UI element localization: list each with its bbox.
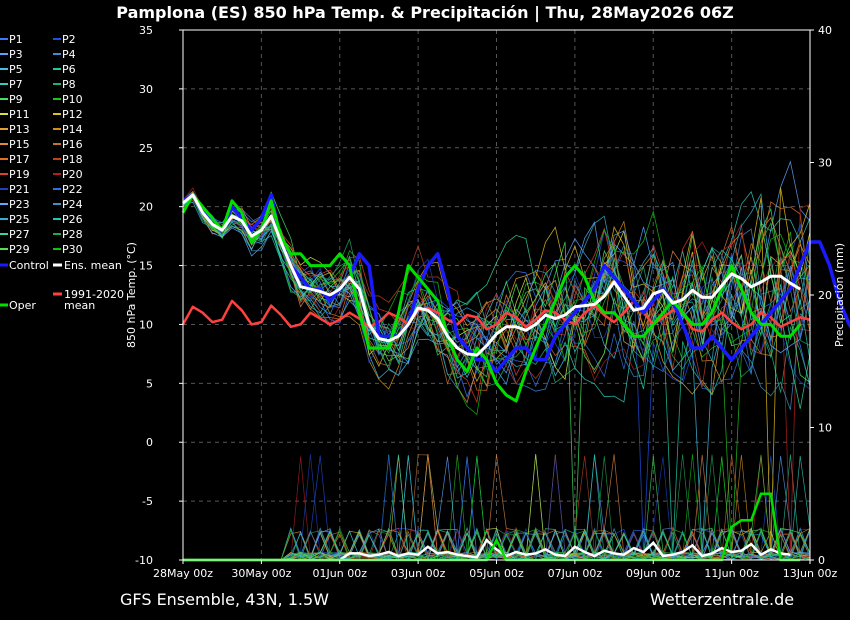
chart-canvas: -10 -5 0 5 10 15 20 25 30 35 0 10 20 30 40 28May 00z 30M…	[0, 24, 850, 585]
y-tick-label-right: 0	[818, 554, 825, 567]
member-line-p17	[182, 195, 811, 391]
legend-label-p12: P12	[62, 108, 83, 121]
y-axis-title-right: Precipitación (mm)	[833, 243, 846, 347]
x-tick-label: 05Jun 00z	[469, 567, 524, 580]
y-tick-label-left: 0	[146, 436, 153, 449]
legend-label-p19: P19	[9, 168, 30, 181]
member-line-p30	[182, 194, 811, 416]
x-tick-label: 13Jun 00z	[783, 567, 838, 580]
legend-label-ens-mean: Ens. mean	[64, 259, 122, 272]
y-tick-label-left: -10	[135, 554, 153, 567]
y-tick-label-left: 30	[139, 83, 153, 96]
legend: P1 P2 P3 P4 P5 P6 P7 P8 P9 P10 P11 P12 P13 P14 P15 P16 P…	[0, 33, 124, 312]
member-line-p11	[182, 191, 811, 381]
legend-label-p8: P8	[62, 78, 76, 91]
y-tick-label-right: 10	[818, 422, 832, 435]
legend-label-p18: P18	[62, 153, 83, 166]
member-line-p27	[182, 194, 811, 409]
oper-line	[181, 193, 802, 403]
legend-label-p13: P13	[9, 123, 30, 136]
x-axis-title: Date (UTC)	[466, 583, 526, 585]
climate-mean-line	[181, 299, 811, 333]
y-tick-label-left: 35	[139, 24, 153, 37]
y-tick-label-left: 20	[139, 201, 153, 214]
x-tick-label: 30May 00z	[231, 567, 291, 580]
legend-label-p21: P21	[9, 183, 30, 196]
model-info: GFS Ensemble, 43N, 1.5W	[120, 590, 329, 609]
legend-label-clim: 1991-2020 mean	[64, 288, 124, 312]
legend-label-p2: P2	[62, 33, 76, 46]
y-tick-label-right: 40	[818, 24, 832, 37]
x-tick-label: 03Jun 00z	[391, 567, 446, 580]
legend-label-p17: P17	[9, 153, 30, 166]
legend-label-p6: P6	[62, 63, 76, 76]
legend-label-p26: P26	[62, 213, 83, 226]
member-precip-p30	[183, 454, 810, 561]
legend-label-p4: P4	[62, 48, 76, 61]
legend-label-p23: P23	[9, 198, 30, 211]
legend-label-p7: P7	[9, 78, 23, 91]
axes: -10 -5 0 5 10 15 20 25 30 35 0 10 20 30 40 28May 00z 30M…	[125, 24, 846, 585]
x-tick-label: 01Jun 00z	[313, 567, 368, 580]
y-tick-label-right: 30	[818, 157, 832, 170]
legend-label-p5: P5	[9, 63, 23, 76]
legend-label-p25: P25	[9, 213, 30, 226]
legend-label-p22: P22	[62, 183, 83, 196]
source-credit: Wetterzentrale.de	[650, 590, 795, 609]
y-tick-label-left: -5	[142, 495, 153, 508]
y-axis-title-left: 850 hPa Temp. (°C)	[125, 242, 138, 348]
y-tick-label-left: 10	[139, 318, 153, 331]
legend-label-p27: P27	[9, 228, 30, 241]
legend-label-p3: P3	[9, 48, 23, 61]
legend-label-p10: P10	[62, 93, 83, 106]
legend-label-p9: P9	[9, 93, 23, 106]
member-precip-p15	[183, 453, 811, 561]
x-tick-label: 28May 00z	[153, 567, 213, 580]
member-line-p26	[182, 195, 811, 361]
legend-label-control: Control	[9, 259, 49, 272]
x-tick-label: 11Jun 00z	[704, 567, 759, 580]
y-tick-label-right: 20	[818, 289, 832, 302]
x-tick-label: 09Jun 00z	[626, 567, 681, 580]
y-tick-label-left: 15	[139, 260, 153, 273]
legend-label-p24: P24	[62, 198, 83, 211]
legend-label-p20: P20	[62, 168, 83, 181]
legend-label-p15: P15	[9, 138, 30, 151]
y-tick-label-left: 5	[146, 377, 153, 390]
ens-mean-line	[182, 193, 801, 357]
y-tick-label-left: 25	[139, 142, 153, 155]
control-line	[182, 193, 850, 374]
legend-label-p30: P30	[62, 243, 83, 256]
legend-label-p1: P1	[9, 33, 23, 46]
legend-label-p28: P28	[62, 228, 83, 241]
legend-label-p29: P29	[9, 243, 30, 256]
legend-label-p11: P11	[9, 108, 30, 121]
legend-label-p14: P14	[62, 123, 83, 136]
legend-label-oper: Oper	[9, 299, 36, 312]
chart-title: Pamplona (ES) 850 hPa Temp. & Precipitac…	[116, 3, 734, 22]
x-tick-label: 07Jun 00z	[548, 567, 603, 580]
legend-label-p16: P16	[62, 138, 83, 151]
